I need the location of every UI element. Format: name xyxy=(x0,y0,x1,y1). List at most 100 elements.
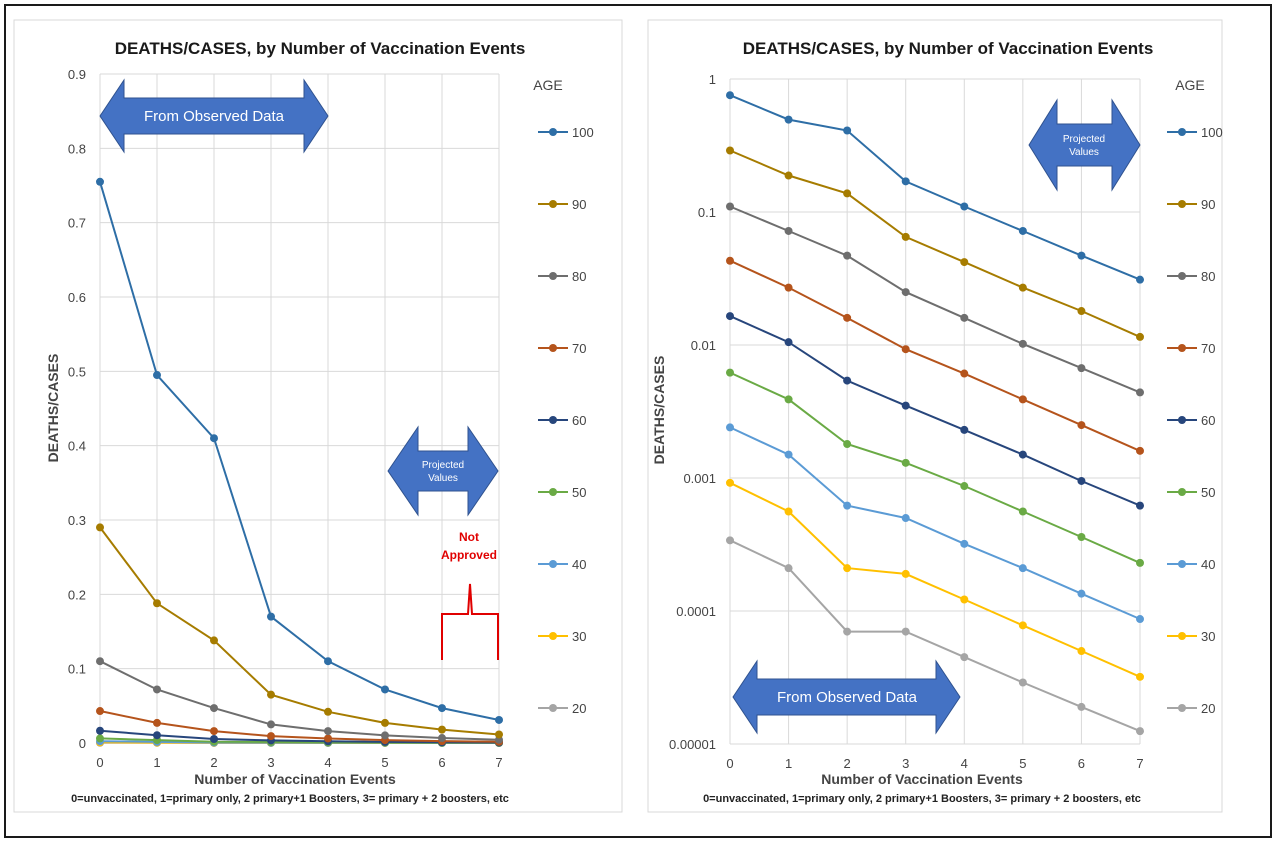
right-point-age-60 xyxy=(960,425,969,434)
left-y-tick-label: 0.9 xyxy=(68,67,86,82)
left-y-tick-label: 0.3 xyxy=(68,513,86,528)
right-point-age-20 xyxy=(1018,678,1027,687)
right-point-age-20 xyxy=(960,653,969,662)
right-series-line-age-40 xyxy=(729,426,1141,620)
right-observed-label: From Observed Data xyxy=(777,689,918,706)
left-legend-title: AGE xyxy=(533,77,563,93)
left-point-age-70 xyxy=(267,732,275,741)
right-point-age-90 xyxy=(1018,283,1027,292)
right-point-age-70 xyxy=(726,256,734,265)
left-point-age-80 xyxy=(438,734,446,743)
right-legend-swatch-marker xyxy=(1178,560,1186,568)
right-y-axis-label: DEATHS/CASES xyxy=(651,356,667,465)
right-y-tick-label: 0.0001 xyxy=(676,604,716,619)
right-legend-swatch-marker xyxy=(1178,488,1186,496)
left-legend-swatch-marker xyxy=(549,272,557,280)
left-point-age-80 xyxy=(381,731,389,740)
left-chart-title: DEATHS/CASES, by Number of Vaccination E… xyxy=(115,39,526,58)
left-x-tick-label: 1 xyxy=(153,755,160,770)
left-legend-label-age-30: 30 xyxy=(572,629,586,644)
left-legend-label-age-60: 60 xyxy=(572,413,586,428)
right-legend-label-age-80: 80 xyxy=(1201,269,1215,284)
right-point-age-90 xyxy=(1136,332,1144,341)
right-point-age-60 xyxy=(901,401,910,410)
left-observed-arrow: From Observed Data xyxy=(99,78,329,154)
right-point-age-80 xyxy=(843,251,852,260)
right-x-tick-label: 1 xyxy=(785,756,792,771)
right-y-tick-label: 1 xyxy=(709,72,716,87)
left-y-axis-label: DEATHS/CASES xyxy=(45,354,61,463)
right-point-age-100 xyxy=(726,91,734,100)
right-point-age-30 xyxy=(843,564,852,573)
not-approved-label-line2: Approved xyxy=(441,548,497,562)
right-point-age-90 xyxy=(843,189,852,198)
left-legend-label-age-100: 100 xyxy=(572,125,594,140)
right-point-age-100 xyxy=(1136,275,1144,284)
left-y-tick-label: 0.5 xyxy=(68,364,86,379)
right-point-age-90 xyxy=(960,258,969,267)
right-legend-title: AGE xyxy=(1175,77,1205,93)
right-point-age-50 xyxy=(1077,533,1086,542)
left-legend-swatch-marker xyxy=(549,704,557,712)
right-point-age-90 xyxy=(1077,307,1086,316)
right-series-line-age-70 xyxy=(729,259,1141,452)
right-point-age-50 xyxy=(784,395,793,404)
not-approved-brace xyxy=(441,583,499,660)
right-series-line-age-90 xyxy=(729,149,1141,338)
left-series-line-age-80 xyxy=(99,660,500,741)
left-x-tick-label: 6 xyxy=(438,755,445,770)
right-legend-swatch-marker xyxy=(1178,200,1186,208)
right-projected-label-line2: Values xyxy=(1069,147,1099,158)
right-y-tick-label: 0.00001 xyxy=(669,737,716,752)
right-legend-label-age-60: 60 xyxy=(1201,413,1215,428)
left-legend-label-age-70: 70 xyxy=(572,341,586,356)
left-point-age-70 xyxy=(210,727,218,736)
right-point-age-40 xyxy=(960,539,969,548)
right-legend-label-age-70: 70 xyxy=(1201,341,1215,356)
left-point-age-60 xyxy=(96,726,104,735)
right-point-age-70 xyxy=(1077,421,1086,430)
left-point-age-100 xyxy=(96,177,104,186)
right-x-tick-label: 6 xyxy=(1078,756,1085,771)
left-x-tick-label: 0 xyxy=(96,755,103,770)
right-point-age-50 xyxy=(843,440,852,449)
right-y-tick-label: 0.01 xyxy=(691,338,716,353)
right-series-group xyxy=(726,91,1144,736)
right-legend-swatch-marker xyxy=(1178,344,1186,352)
left-point-age-70 xyxy=(324,734,332,743)
left-plot-area: 0 1 2 3 4 5 6 7 0 0.1 0.2 0.3 0.4 0.5 0.6 0.7 0.8 0.9 xyxy=(68,67,503,770)
left-legend-swatch-marker xyxy=(549,344,557,352)
right-point-age-20 xyxy=(843,627,852,636)
right-series-line-age-100 xyxy=(729,94,1141,281)
left-point-age-80 xyxy=(96,657,104,666)
left-point-age-100 xyxy=(210,434,218,443)
right-point-age-50 xyxy=(1136,558,1144,567)
right-point-age-60 xyxy=(1136,501,1144,510)
left-chart-panel xyxy=(13,19,623,813)
right-x-axis-label: Number of Vaccination Events xyxy=(821,771,1023,787)
right-chart-title: DEATHS/CASES, by Number of Vaccination E… xyxy=(743,39,1154,58)
left-series-line-age-70 xyxy=(99,710,500,743)
right-legend-label-age-100: 100 xyxy=(1201,125,1223,140)
right-point-age-100 xyxy=(1018,226,1027,235)
right-point-age-90 xyxy=(784,171,793,180)
right-point-age-40 xyxy=(1077,589,1086,598)
right-series-line-age-50 xyxy=(729,371,1141,564)
left-point-age-50 xyxy=(96,734,104,743)
right-point-age-100 xyxy=(843,126,852,135)
left-point-age-100 xyxy=(153,371,161,380)
right-point-age-70 xyxy=(843,313,852,322)
left-x-tick-label: 4 xyxy=(324,755,331,770)
right-observed-arrow: From Observed Data xyxy=(732,659,961,735)
right-x-tick-label: 7 xyxy=(1136,756,1143,771)
right-point-age-60 xyxy=(726,312,734,321)
left-legend-label-age-80: 80 xyxy=(572,269,586,284)
right-x-tick-label: 4 xyxy=(961,756,968,771)
left-point-age-90 xyxy=(438,725,446,734)
left-legend: 100 90 80 70 60 50 40 30 20 xyxy=(538,125,594,716)
right-point-age-70 xyxy=(901,345,910,354)
right-series-line-age-20 xyxy=(729,539,1141,733)
left-projected-arrow: Projected Values xyxy=(387,425,499,517)
right-point-age-50 xyxy=(960,482,969,491)
left-point-age-70 xyxy=(153,718,161,727)
